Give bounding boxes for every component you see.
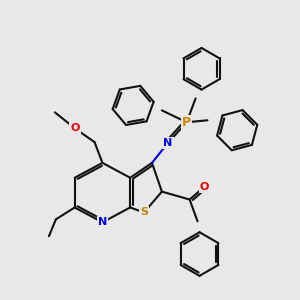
Text: N: N	[98, 217, 107, 227]
Text: O: O	[70, 123, 80, 133]
Text: S: S	[140, 207, 148, 218]
Text: N: N	[163, 138, 172, 148]
Text: P: P	[182, 116, 191, 129]
Text: O: O	[200, 182, 209, 192]
